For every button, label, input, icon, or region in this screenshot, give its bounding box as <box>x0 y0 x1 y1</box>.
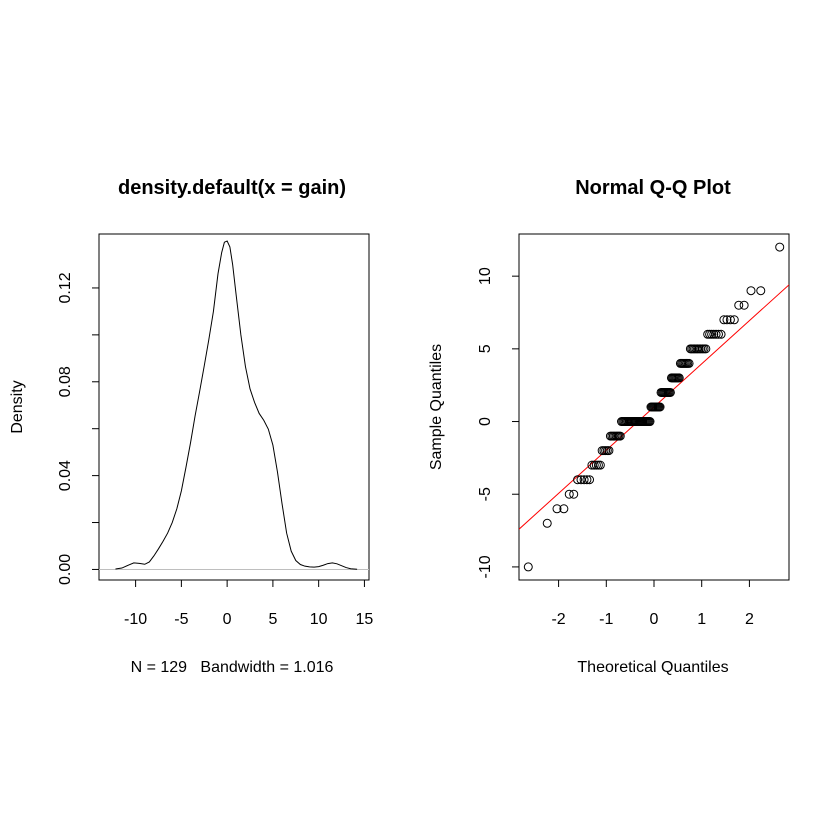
qq-point <box>711 329 721 339</box>
qq-ylabel: Sample Quantiles <box>428 344 445 470</box>
qq-point <box>582 475 592 485</box>
density-y-axis: 0.00 0.04 0.08 0.12 <box>57 272 99 585</box>
qq-point <box>569 489 579 499</box>
qq-x-tick-label: -2 <box>551 611 565 628</box>
qq-point <box>719 315 729 325</box>
qq-point <box>713 329 723 339</box>
density-curve <box>115 240 358 570</box>
density-panel: density.default(x = gain) -10 -5 0 5 10 15 0.… <box>9 177 373 676</box>
qq-point <box>523 562 533 572</box>
density-xlabel: N = 129 Bandwidth = 1.016 <box>131 659 334 676</box>
density-title: density.default(x = gain) <box>118 177 346 199</box>
qq-point <box>701 344 711 354</box>
qq-point <box>775 242 785 252</box>
qq-point <box>729 315 739 325</box>
qq-y-axis: -10 -5 0 5 10 <box>477 267 519 578</box>
qq-y-tick-label: 0 <box>477 417 494 426</box>
qq-point <box>674 373 684 383</box>
qq-point <box>585 475 595 485</box>
density-x-tick-label: 0 <box>223 611 232 628</box>
density-x-tick-label: 15 <box>356 611 374 628</box>
qq-x-tick-label: -1 <box>599 611 613 628</box>
qq-xlabel: Theoretical Quantiles <box>577 659 728 676</box>
density-y-tick-label: 0.00 <box>57 554 74 585</box>
qq-x-tick-label: 2 <box>745 611 754 628</box>
qq-point <box>552 504 562 514</box>
density-x-tick-label: 10 <box>310 611 328 628</box>
qq-point <box>709 329 719 339</box>
qq-point <box>579 475 589 485</box>
qq-x-tick-label: 0 <box>650 611 659 628</box>
qq-point <box>722 315 732 325</box>
density-y-tick-label: 0.08 <box>57 366 74 397</box>
density-x-axis: -10 -5 0 5 10 15 <box>124 580 373 628</box>
density-plot-box <box>98 233 370 581</box>
qq-point <box>573 475 583 485</box>
qq-point <box>604 446 614 456</box>
qq-point <box>707 329 717 339</box>
qq-title: Normal Q-Q Plot <box>575 177 731 199</box>
qq-point <box>595 460 605 470</box>
qq-point <box>645 417 655 427</box>
qq-y-tick-label: -5 <box>477 487 494 501</box>
qq-y-tick-label: 10 <box>477 267 494 285</box>
qq-point <box>734 300 744 310</box>
qq-point <box>665 387 675 397</box>
qq-points <box>523 242 785 572</box>
qq-point <box>615 431 625 441</box>
density-y-tick-label: 0.12 <box>57 272 74 303</box>
qq-point <box>684 358 694 368</box>
density-y-tick-label: 0.04 <box>57 460 74 491</box>
qq-point <box>542 518 552 528</box>
qq-x-axis: -2 -1 0 1 2 <box>551 580 754 628</box>
density-ylabel: Density <box>9 380 26 433</box>
qq-point <box>756 286 766 296</box>
qq-point <box>564 489 574 499</box>
qq-x-tick-label: 1 <box>697 611 706 628</box>
qq-y-tick-label: -10 <box>477 555 494 578</box>
qq-point <box>655 402 665 412</box>
qq-point <box>589 460 599 470</box>
qq-point <box>716 329 726 339</box>
density-x-tick-label: 5 <box>268 611 277 628</box>
qq-point <box>725 315 735 325</box>
qq-point <box>559 504 569 514</box>
qq-point <box>739 300 749 310</box>
qq-point <box>746 286 756 296</box>
density-x-tick-label: -5 <box>174 611 188 628</box>
density-x-tick-label: -10 <box>124 611 147 628</box>
qq-y-tick-label: 5 <box>477 344 494 353</box>
